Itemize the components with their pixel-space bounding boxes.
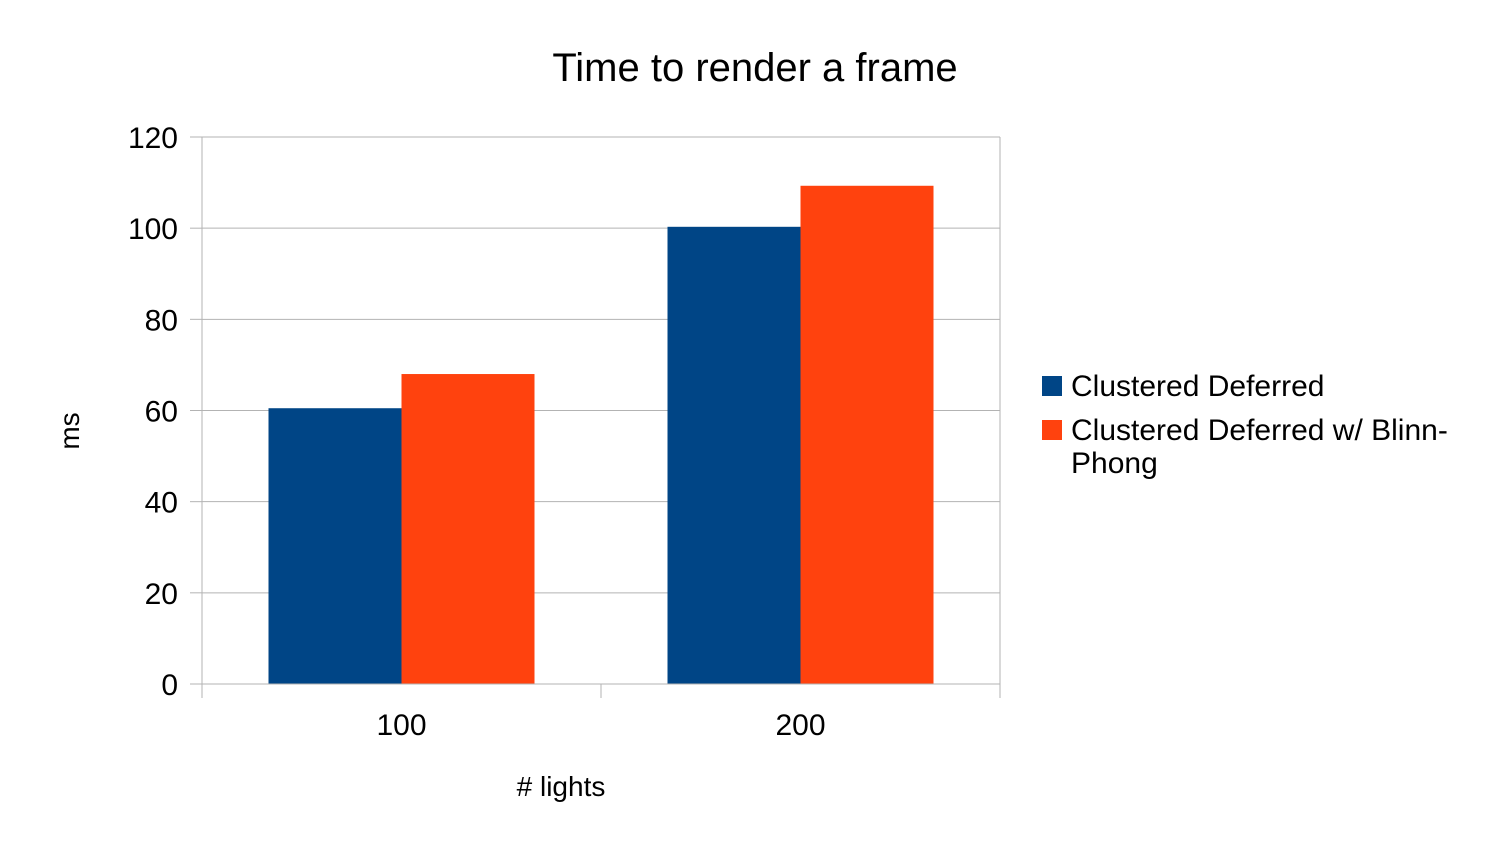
y-tick-label: 20 [145,578,178,611]
legend: Clustered Deferred Clustered Deferred w/ … [1042,370,1448,480]
y-tick-label: 120 [128,122,178,155]
y-tick-label: 80 [145,304,178,337]
y-axis-label: ms [54,412,85,449]
y-tick-label: 100 [128,213,178,246]
x-axis-label: # lights [517,771,606,802]
legend-swatch [1042,420,1062,440]
bar [268,408,402,684]
legend-label: Clustered Deferred [1071,370,1324,403]
y-tick-labels: 0 20 40 60 80 100 120 [128,122,178,702]
chart-title: Time to render a frame [552,46,957,90]
y-tick-label: 40 [145,487,178,520]
legend-label: Clustered Deferred w/ Blinn- [1071,414,1448,447]
x-tick-label: 200 [775,709,825,742]
bar [401,374,535,684]
axes [190,136,1001,698]
y-tick-label: 0 [161,669,178,702]
y-tick-label: 60 [145,396,178,429]
x-tick-labels: 100 200 [376,709,825,742]
legend-label: Phong [1071,447,1158,480]
legend-swatch [1042,376,1062,396]
bars [268,185,934,684]
bar [667,226,801,684]
bar [800,185,934,684]
x-tick-label: 100 [376,709,426,742]
